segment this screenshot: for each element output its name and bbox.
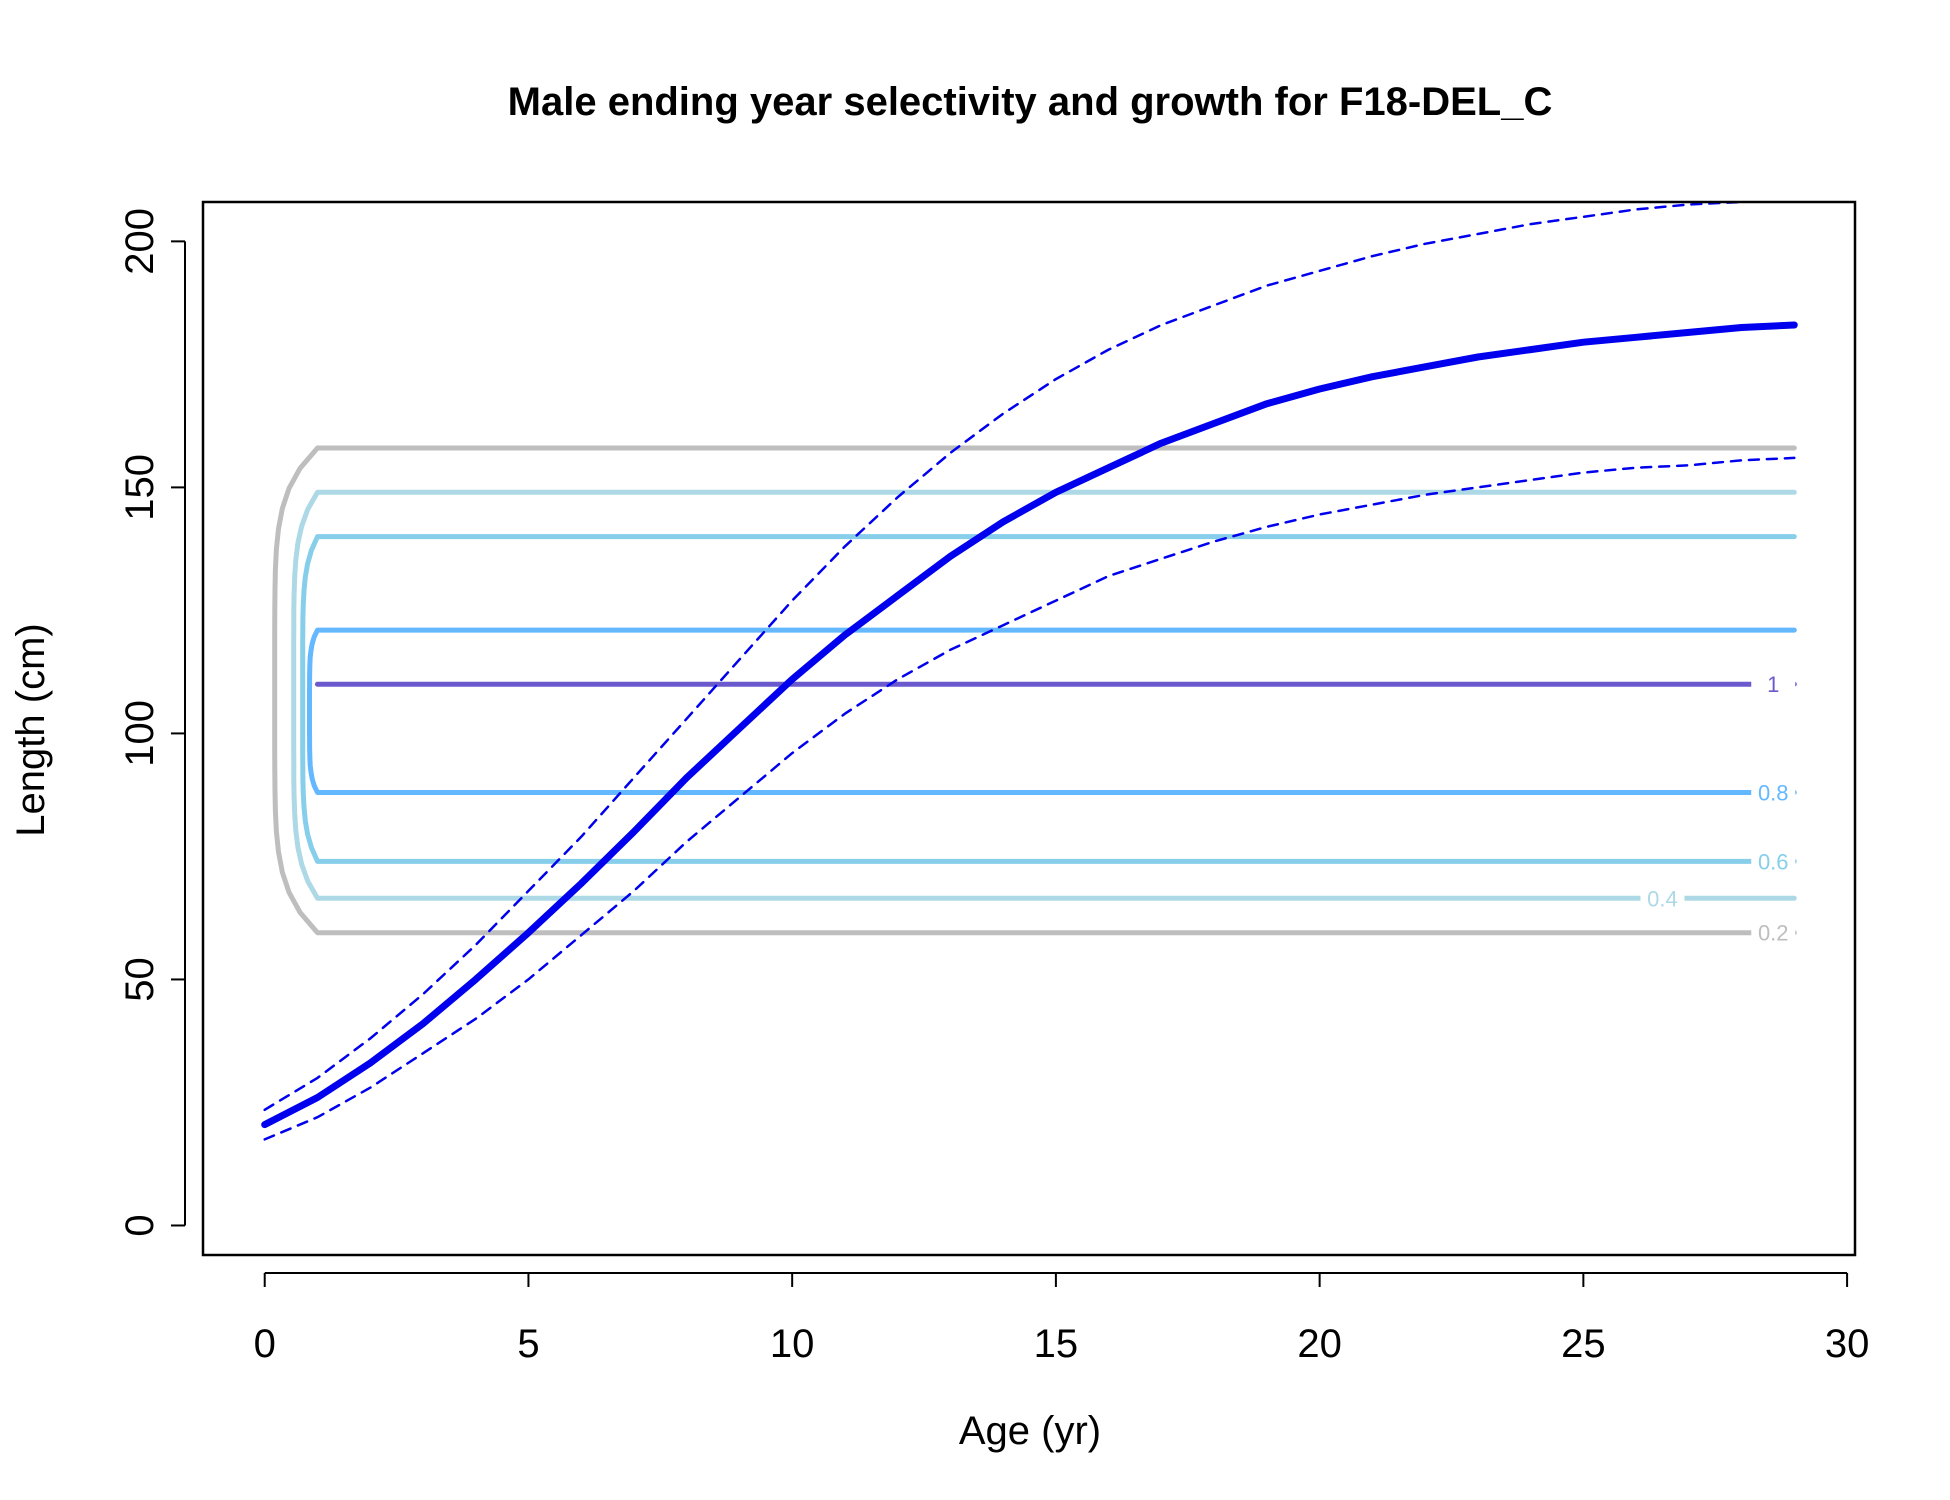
x-tick-label: 25 — [1561, 1322, 1606, 1366]
x-tick-label: 0 — [254, 1322, 276, 1366]
contour-label-0-8: 0.8 — [1758, 780, 1789, 805]
x-axis-label: Age (yr) — [959, 1409, 1101, 1453]
selectivity-contour-0-6 — [300, 534, 1797, 864]
contour-label-bg — [1751, 847, 1796, 876]
selectivity-contour-0-8 — [307, 627, 1797, 795]
chart-title: Male ending year selectivity and growth … — [508, 80, 1553, 124]
y-tick-label: 50 — [118, 957, 162, 1002]
plot-frame — [201, 200, 1857, 1257]
contour-label-bg — [1751, 778, 1796, 807]
x-tick-label: 20 — [1297, 1322, 1342, 1366]
contour-label-1: 1 — [1767, 672, 1779, 697]
growth-mean-line — [261, 321, 1798, 1129]
growth-lower-line — [263, 456, 1796, 1141]
plot-area: 0.2 0.4 0.6 0.8 1 — [261, 202, 1798, 1141]
contour-label-bg — [1751, 918, 1796, 947]
x-tick-label: 30 — [1825, 1322, 1870, 1366]
x-tick-label: 10 — [770, 1322, 815, 1366]
x-tick-label: 5 — [517, 1322, 539, 1366]
contour-label-0-4: 0.4 — [1647, 886, 1678, 911]
contour-label-bg — [1751, 670, 1796, 699]
x-tick-label: 15 — [1034, 1322, 1079, 1366]
selectivity-contour-0-4 — [291, 489, 1797, 901]
y-tick-label: 150 — [118, 454, 162, 521]
contour-label-bg — [1640, 884, 1685, 913]
y-axis-label: Length (cm) — [9, 623, 53, 836]
selectivity-contour-0-2 — [272, 445, 1797, 936]
contour-label-0-2: 0.2 — [1758, 921, 1789, 946]
contour-label-0-6: 0.6 — [1758, 849, 1789, 874]
y-tick-label: 0 — [118, 1214, 162, 1236]
y-tick-label: 100 — [118, 700, 162, 767]
growth-upper-line — [263, 202, 1743, 1112]
axes: 0 5 10 15 20 25 30 0 50 100 150 200 — [118, 208, 1869, 1366]
y-tick-label: 200 — [118, 208, 162, 275]
